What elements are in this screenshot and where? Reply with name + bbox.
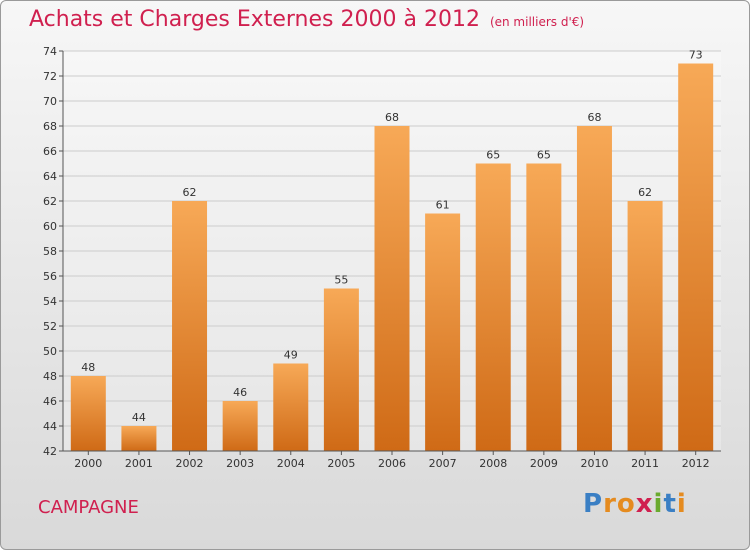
logo-letter: P <box>583 489 604 519</box>
x-tick-label-2010: 2010 <box>580 457 608 470</box>
bar-2008 <box>475 163 511 451</box>
data-label-2006: 68 <box>385 111 399 124</box>
data-label-2007: 61 <box>436 199 450 212</box>
y-tick-label: 54 <box>43 295 57 308</box>
bar-2011 <box>627 201 663 451</box>
data-label-2004: 49 <box>284 349 298 362</box>
x-tick-label-2001: 2001 <box>125 457 153 470</box>
y-tick-label: 62 <box>43 195 57 208</box>
bar-2002 <box>172 201 208 451</box>
data-label-2000: 48 <box>81 361 95 374</box>
bar-2012 <box>678 63 714 451</box>
y-tick-label: 42 <box>43 445 57 458</box>
bar-2005 <box>323 288 359 451</box>
y-tick-label: 64 <box>43 170 57 183</box>
y-tick-label: 48 <box>43 370 57 383</box>
data-label-2003: 46 <box>233 386 247 399</box>
x-tick-label-2012: 2012 <box>682 457 710 470</box>
logo-letter: x <box>635 489 654 519</box>
bar-2006 <box>374 126 410 451</box>
x-tick-label-2005: 2005 <box>327 457 355 470</box>
chart-title: Achats et Charges Externes 2000 à 2012 (e… <box>29 7 584 32</box>
y-tick-label: 68 <box>43 120 57 133</box>
data-label-2001: 44 <box>132 411 146 424</box>
y-tick-label: 74 <box>43 45 57 58</box>
y-tick-label: 70 <box>43 95 57 108</box>
logo-letter: r <box>603 489 617 519</box>
data-label-2002: 62 <box>183 186 197 199</box>
x-tick-label-2011: 2011 <box>631 457 659 470</box>
x-tick-label-2000: 2000 <box>74 457 102 470</box>
y-tick-label: 56 <box>43 270 57 283</box>
data-label-2005: 55 <box>334 274 348 287</box>
y-tick-label: 46 <box>43 395 57 408</box>
data-label-2012: 73 <box>689 49 703 62</box>
title-text: Achats et Charges Externes 2000 à 2012 <box>29 7 480 32</box>
bar-2003 <box>222 401 258 451</box>
logo-letter: i <box>676 489 687 519</box>
bar-2000 <box>70 376 106 451</box>
bar-2004 <box>273 363 309 451</box>
y-tick-label: 52 <box>43 320 57 333</box>
x-tick-label-2009: 2009 <box>530 457 558 470</box>
y-tick-label: 66 <box>43 145 57 158</box>
bar-2001 <box>121 426 157 451</box>
x-tick-label-2008: 2008 <box>479 457 507 470</box>
logo-letter: i <box>653 489 664 519</box>
axes: 42 44 46 48 50 52 54 56 58 60 62 64 66 68 70 72 74 2000 20… <box>43 45 721 470</box>
location-label: CAMPAGNE <box>38 497 139 518</box>
y-tick-label: 58 <box>43 245 57 258</box>
bar-2007 <box>425 213 461 451</box>
x-tick-label-2004: 2004 <box>277 457 305 470</box>
x-tick-label-2006: 2006 <box>378 457 406 470</box>
y-tick-label: 60 <box>43 220 57 233</box>
x-tick-label-2007: 2007 <box>429 457 457 470</box>
data-label-2010: 68 <box>587 111 601 124</box>
y-tick-label: 72 <box>43 70 57 83</box>
bars: 48 44 62 46 49 55 68 61 65 65 68 62 73 <box>70 49 714 451</box>
proxiti-logo: Proxiti <box>583 489 687 519</box>
logo-letter: o <box>616 489 636 519</box>
data-label-2011: 62 <box>638 186 652 199</box>
chart-subtitle: (en milliers d'€) <box>489 15 585 29</box>
bar-2009 <box>526 163 562 451</box>
x-tick-label-2003: 2003 <box>226 457 254 470</box>
y-tick-label: 50 <box>43 345 57 358</box>
y-tick-label: 44 <box>43 420 57 433</box>
logo-letter: t <box>663 489 677 519</box>
bar-2010 <box>576 126 612 451</box>
data-label-2008: 65 <box>486 149 500 162</box>
x-tick-label-2002: 2002 <box>176 457 204 470</box>
data-label-2009: 65 <box>537 149 551 162</box>
